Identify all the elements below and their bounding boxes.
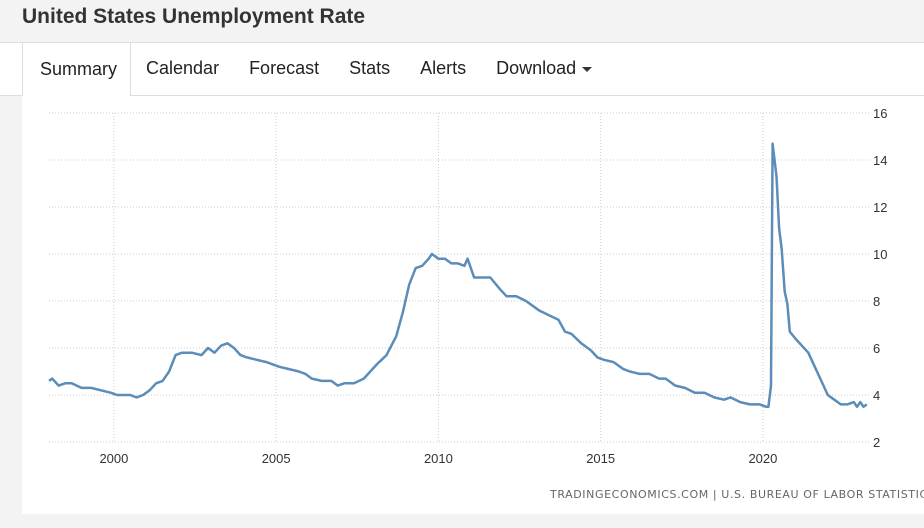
y-tick-label: 10 — [873, 247, 887, 262]
source-attribution: TRADINGECONOMICS.COM | U.S. BUREAU OF LA… — [550, 488, 924, 501]
x-tick-label: 2010 — [424, 451, 453, 466]
x-tick-label: 2020 — [748, 451, 777, 466]
y-tick-label: 6 — [873, 341, 880, 356]
tab-stats[interactable]: Stats — [349, 58, 391, 78]
chart-grid — [49, 112, 870, 443]
left-gutter — [0, 96, 22, 528]
y-tick-label: 4 — [873, 388, 880, 403]
tab-alerts[interactable]: Alerts — [420, 58, 467, 78]
y-tick-label: 8 — [873, 294, 880, 309]
y-tick-label: 2 — [873, 435, 880, 450]
y-tick-label: 16 — [873, 106, 887, 121]
x-axis-ticks: 2000 2005 2010 2015 2020 — [99, 451, 777, 466]
page-title: United States Unemployment Rate — [22, 5, 366, 28]
caret-down-icon — [582, 66, 593, 72]
tab-summary[interactable]: Summary — [22, 42, 132, 97]
tab-download-label: Download — [496, 58, 577, 78]
header-bar: United States Unemployment Rate — [0, 0, 924, 42]
x-tick-label: 2005 — [262, 451, 291, 466]
y-tick-label: 14 — [873, 153, 887, 168]
tab-download[interactable]: Download — [481, 42, 607, 97]
bottom-gutter — [0, 514, 924, 528]
y-tick-label: 12 — [873, 200, 887, 215]
x-tick-label: 2000 — [99, 451, 128, 466]
tab-bar: Summary Calendar Forecast Stats Alerts D… — [0, 42, 924, 97]
unemployment-rate-series-line — [48, 142, 868, 409]
tab-list: Summary Calendar Forecast Stats Alerts D… — [22, 42, 607, 97]
tab-forecast[interactable]: Forecast — [249, 58, 320, 78]
tab-calendar[interactable]: Calendar — [146, 58, 220, 78]
y-axis-ticks: 2 4 6 8 10 12 14 16 — [873, 106, 887, 450]
x-tick-label: 2015 — [586, 451, 615, 466]
